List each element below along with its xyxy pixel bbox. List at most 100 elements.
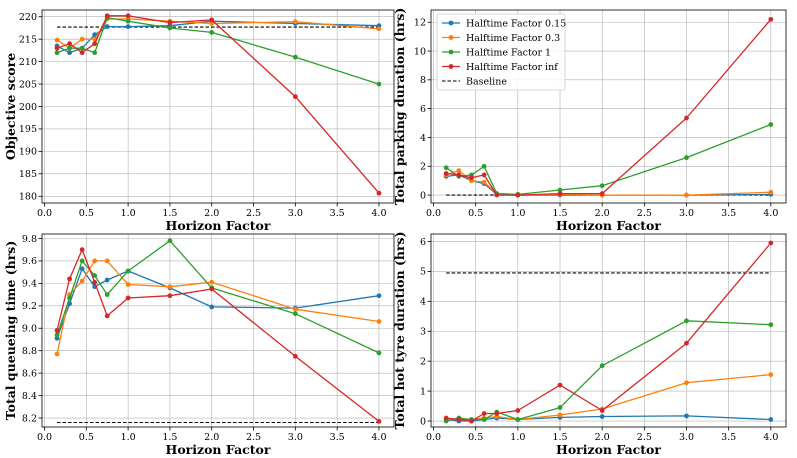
data-point-halftime-0-3 bbox=[54, 37, 60, 43]
data-point-halftime-inf bbox=[67, 276, 72, 282]
x-tick-label: 2.5 bbox=[246, 432, 261, 443]
data-point-halftime-1 bbox=[167, 238, 173, 244]
y-tick-label: 9.6 bbox=[22, 256, 37, 267]
y-tick-label: 8.4 bbox=[22, 391, 37, 402]
data-point-halftime-inf bbox=[557, 382, 563, 388]
legend-label-halftime-1: Halftime Factor 1 bbox=[466, 47, 551, 58]
data-point-halftime-1 bbox=[92, 273, 98, 278]
data-point-halftime-1 bbox=[167, 25, 173, 31]
x-tick-label: 0.5 bbox=[79, 208, 94, 219]
data-point-halftime-1 bbox=[768, 322, 774, 328]
data-point-halftime-0-15 bbox=[209, 304, 215, 310]
data-point-halftime-1 bbox=[515, 417, 521, 422]
series-line-halftime-inf bbox=[446, 242, 772, 422]
data-point-halftime-1 bbox=[376, 350, 382, 356]
x-tick-label: 0.0 bbox=[426, 208, 441, 219]
data-point-halftime-inf bbox=[456, 172, 462, 178]
data-point-halftime-0-3 bbox=[768, 189, 774, 195]
data-point-halftime-inf bbox=[469, 175, 474, 181]
data-point-halftime-1 bbox=[125, 18, 131, 24]
data-point-halftime-inf bbox=[54, 328, 60, 333]
y-axis-label: Objective score bbox=[3, 53, 18, 160]
series-line-halftime-inf bbox=[56, 15, 380, 194]
data-point-halftime-0-15 bbox=[104, 277, 110, 283]
data-point-halftime-inf bbox=[494, 411, 500, 416]
data-point-halftime-inf bbox=[469, 418, 474, 424]
data-point-halftime-inf bbox=[599, 191, 605, 197]
y-axis-label: Total queueing time (hrs) bbox=[3, 241, 18, 421]
plot-frame bbox=[430, 233, 787, 428]
plot-frame bbox=[41, 233, 395, 428]
data-point-halftime-inf bbox=[443, 171, 449, 176]
data-point-halftime-inf bbox=[684, 115, 689, 121]
data-point-halftime-inf bbox=[209, 286, 215, 292]
data-point-halftime-1 bbox=[684, 318, 689, 324]
x-tick-label: 2.5 bbox=[637, 432, 652, 443]
y-tick-label: 8 bbox=[420, 75, 426, 86]
y-tick-label: 12 bbox=[414, 18, 426, 29]
x-tick-label: 4.0 bbox=[371, 432, 386, 443]
legend-marker-halftime-0-15 bbox=[448, 20, 454, 26]
parking-duration-chart: 0.0 0.5 1.0 1.5 2.0 2.5 3.0 3.5 4.0 0 2 4 6 8 10 12 Hori… bbox=[392, 8, 787, 233]
data-point-halftime-0-3 bbox=[376, 319, 382, 324]
data-point-halftime-inf bbox=[768, 16, 774, 22]
data-point-halftime-inf bbox=[684, 340, 689, 346]
data-point-halftime-0-15 bbox=[67, 50, 72, 56]
data-point-halftime-1 bbox=[684, 155, 689, 161]
legend-marker-halftime-0-3 bbox=[448, 35, 454, 40]
data-point-halftime-0-15 bbox=[92, 32, 98, 38]
data-point-halftime-1 bbox=[292, 54, 298, 60]
data-point-halftime-1 bbox=[54, 50, 60, 56]
data-point-halftime-0-15 bbox=[768, 417, 774, 422]
y-tick-label: 8.6 bbox=[22, 368, 37, 379]
y-tick-label: 220 bbox=[19, 12, 37, 23]
data-point-halftime-1 bbox=[92, 50, 98, 56]
x-tick-label: 3.0 bbox=[679, 432, 694, 443]
data-point-halftime-inf bbox=[515, 192, 521, 198]
data-point-halftime-0-15 bbox=[599, 414, 605, 419]
y-tick-label: 0 bbox=[420, 416, 426, 427]
y-tick-label: 205 bbox=[19, 79, 37, 90]
y-tick-label: 210 bbox=[19, 57, 37, 68]
x-tick-label: 4.0 bbox=[371, 208, 386, 219]
x-axis-label: Horizon Factor bbox=[556, 218, 661, 233]
x-tick-label: 0.0 bbox=[426, 432, 441, 443]
data-point-halftime-inf bbox=[209, 17, 215, 23]
y-tick-label: 0 bbox=[420, 190, 426, 201]
series-line-halftime-1 bbox=[445, 123, 772, 196]
series-line-halftime-0-3 bbox=[56, 260, 380, 355]
plot-frame bbox=[430, 9, 787, 204]
x-tick-label: 1.5 bbox=[162, 432, 177, 443]
data-point-halftime-inf bbox=[92, 41, 98, 47]
data-point-halftime-inf bbox=[443, 415, 449, 421]
series-line-halftime-0-3 bbox=[446, 373, 771, 421]
data-point-halftime-inf bbox=[79, 50, 85, 56]
data-point-halftime-1 bbox=[599, 183, 605, 189]
data-point-halftime-inf bbox=[376, 190, 382, 196]
data-point-halftime-1 bbox=[67, 295, 72, 301]
data-point-halftime-0-3 bbox=[292, 306, 298, 312]
y-tick-label: 9.4 bbox=[22, 279, 37, 290]
x-tick-label: 0.5 bbox=[468, 432, 483, 443]
y-tick-label: 10 bbox=[414, 46, 426, 57]
data-point-halftime-0-3 bbox=[684, 380, 689, 386]
x-tick-label: 4.0 bbox=[763, 432, 778, 443]
x-tick-label: 2.5 bbox=[246, 208, 261, 219]
x-axis-label: Horizon Factor bbox=[166, 442, 271, 457]
x-tick-label: 2.0 bbox=[595, 432, 610, 443]
legend-marker-halftime-1 bbox=[448, 49, 454, 55]
data-point-halftime-1 bbox=[54, 332, 60, 338]
data-point-halftime-1 bbox=[557, 405, 563, 410]
data-point-halftime-0-3 bbox=[79, 278, 85, 284]
data-point-halftime-1 bbox=[376, 81, 382, 87]
data-point-halftime-inf bbox=[768, 240, 774, 246]
legend-marker-halftime-inf bbox=[448, 64, 454, 69]
y-tick-label: 9.2 bbox=[22, 301, 37, 312]
data-point-halftime-0-3 bbox=[481, 179, 487, 185]
data-point-halftime-0-3 bbox=[768, 372, 774, 378]
x-tick-label: 4.0 bbox=[763, 208, 778, 219]
data-point-halftime-1 bbox=[481, 163, 487, 169]
x-tick-label: 1.5 bbox=[552, 208, 567, 219]
x-tick-label: 2.0 bbox=[204, 208, 219, 219]
